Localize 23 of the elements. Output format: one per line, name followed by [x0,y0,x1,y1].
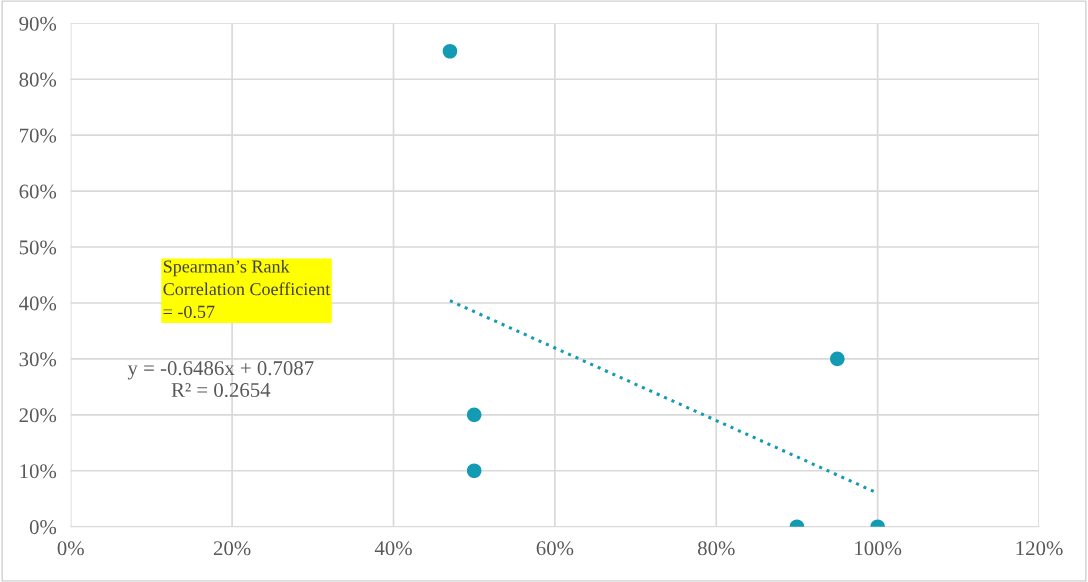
x-tick-label: 20% [213,541,251,556]
y-tick-label: 10% [20,464,57,479]
x-tick-label: 40% [374,541,412,556]
y-tick-label: 40% [19,296,57,311]
y-tick-label: 0% [29,520,57,535]
x-tick-label: 120% [1016,541,1063,556]
point [442,43,458,59]
annotation: Spearman’s Rank Correlation Coefficient = -0.57 [163,259,331,318]
point [830,351,845,367]
annotation: y = -0.6486x + 0.7087 R² = 0.2654 [127,361,314,398]
y-tick-label: 80% [19,72,57,87]
x-tick-label: 60% [536,541,574,556]
y-tick-label: 30% [19,352,57,367]
y-tick-label: 90% [19,16,57,31]
y-tick-label: 50% [19,240,57,255]
point [466,463,482,479]
point [466,407,482,423]
y-tick-label: 20% [19,408,57,423]
x-tick-label: 100% [855,541,902,556]
x-tick-label: 80% [697,541,735,556]
y-tick-label: 60% [19,184,57,199]
x-tick-label: 0% [57,541,84,556]
y-tick-label: 70% [20,128,57,143]
